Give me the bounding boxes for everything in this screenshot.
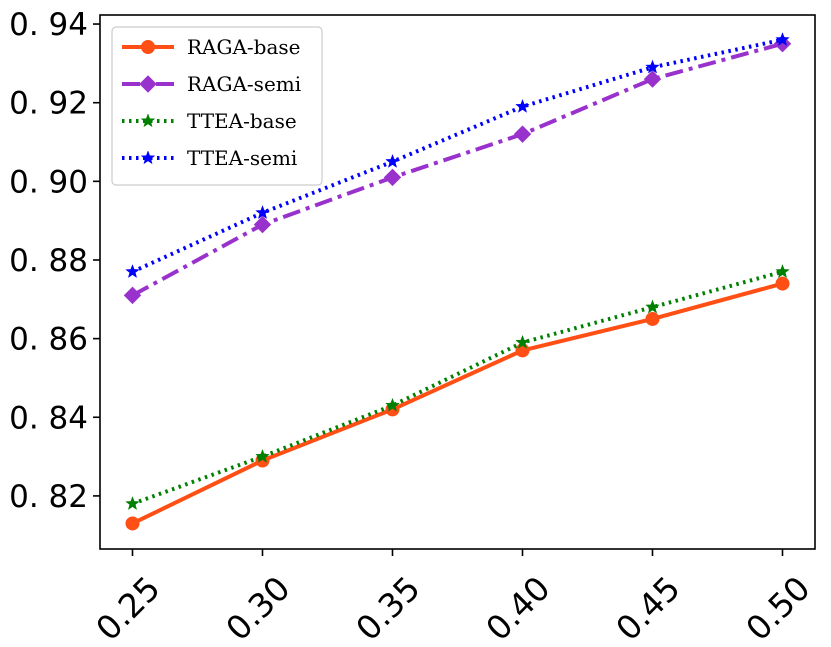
y-tick-label: 0. 94 <box>9 7 88 43</box>
series-layer <box>123 32 792 531</box>
legend-label: RAGA-base <box>187 35 301 59</box>
legend-label: TTEA-base <box>187 109 297 133</box>
data-point <box>645 299 660 314</box>
legend-marker <box>139 75 157 93</box>
data-point <box>775 276 790 291</box>
data-point <box>645 311 660 326</box>
y-tick-label: 0. 88 <box>9 243 88 279</box>
data-point <box>775 32 790 47</box>
data-point <box>513 125 532 143</box>
legend-label: RAGA-semi <box>187 72 301 96</box>
legend-label: TTEA-semi <box>187 146 297 170</box>
series-raga-base <box>125 276 790 531</box>
data-point <box>253 215 272 234</box>
x-tick-label: 0.50 <box>738 569 818 647</box>
data-point <box>125 264 140 279</box>
series-line <box>131 269 784 506</box>
y-tick-label: 0. 90 <box>9 164 88 200</box>
legend-item: TTEA-base <box>122 109 297 133</box>
data-point <box>775 264 790 279</box>
data-point <box>255 205 270 220</box>
series-line <box>131 281 784 526</box>
legend-box <box>111 26 323 186</box>
data-point <box>385 153 400 168</box>
y-tick-label: 0. 86 <box>9 322 88 358</box>
legend: RAGA-base RAGA-semi TTEA-base TTEA-semi <box>111 26 323 186</box>
data-point <box>515 334 530 349</box>
data-point <box>383 168 402 187</box>
legend-item: RAGA-base <box>122 35 301 59</box>
data-point <box>125 496 140 511</box>
x-tick-label: 0.25 <box>88 569 168 647</box>
series-line <box>131 41 784 298</box>
data-point <box>643 70 662 88</box>
data-point <box>645 59 660 74</box>
data-point <box>123 286 142 305</box>
x-tick-label: 0.35 <box>348 569 428 647</box>
legend-item: TTEA-semi <box>122 146 297 170</box>
series-ttea-base <box>125 264 790 511</box>
x-tick-label: 0.40 <box>478 569 558 647</box>
legend-item: RAGA-semi <box>122 72 301 96</box>
data-point <box>125 516 140 531</box>
data-point <box>515 98 530 113</box>
data-point <box>385 397 400 412</box>
plot-frame <box>99 14 816 550</box>
series-line <box>131 37 783 274</box>
data-point <box>515 343 530 358</box>
y-tick-label: 0. 84 <box>9 400 88 436</box>
legend-marker <box>140 150 156 165</box>
series-ttea-semi <box>125 32 790 279</box>
x-tick-label: 0.30 <box>218 569 298 647</box>
legend-marker <box>141 40 155 54</box>
data-point <box>255 448 270 463</box>
y-tick-label: 0. 92 <box>9 86 88 122</box>
legend-marker <box>140 113 156 128</box>
x-tick-label: 0.45 <box>608 569 688 647</box>
y-tick-label: 0. 82 <box>9 479 88 515</box>
